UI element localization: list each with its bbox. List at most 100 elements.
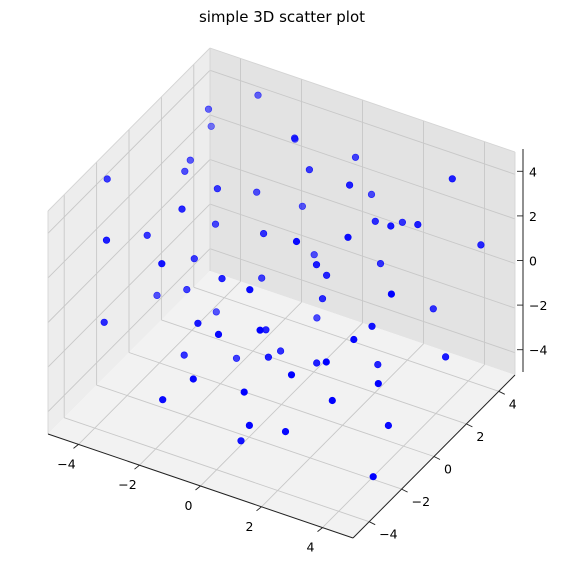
data-point (322, 358, 330, 366)
pane-edge (47, 47, 211, 212)
grid-z-back (209, 69, 516, 175)
data-point (158, 260, 166, 268)
data-point (310, 251, 318, 259)
data-point (350, 335, 358, 344)
data-point (281, 428, 290, 436)
grid-z-back (209, 248, 516, 354)
data-point (429, 305, 437, 313)
data-point (237, 437, 245, 445)
grid-z-left (47, 248, 211, 413)
data-point (277, 347, 285, 355)
grid-z-back (209, 159, 516, 264)
data-point (211, 220, 220, 228)
grid-z-left (47, 159, 211, 323)
grid-y-floor (96, 384, 402, 490)
data-point (344, 233, 352, 241)
data-point (374, 361, 382, 369)
grid-y-floor (193, 286, 499, 392)
data-point (181, 167, 189, 175)
data-point (264, 353, 273, 361)
data-point (313, 314, 321, 322)
x-tick-label: 4 (307, 540, 315, 555)
x-tick-label: −2 (118, 477, 136, 492)
data-point (178, 205, 186, 213)
data-point (214, 330, 223, 339)
data-point (367, 190, 376, 198)
data-point (305, 166, 314, 174)
data-point (260, 230, 268, 238)
data-point (323, 271, 331, 279)
x-tick-mark (317, 527, 323, 532)
z-tick-label: 0 (529, 254, 537, 269)
z-tick-label: 4 (529, 164, 537, 179)
data-point (246, 286, 254, 294)
data-point (371, 217, 379, 225)
y-tick-mark (433, 456, 441, 460)
grid-z-left (47, 203, 211, 368)
data-point (368, 322, 376, 330)
data-point (346, 181, 354, 189)
pane-edge (209, 47, 516, 153)
data-point (291, 134, 299, 142)
data-point (448, 175, 456, 183)
x-tick-mark (256, 506, 262, 512)
grid-z-back (209, 203, 516, 309)
tick-labels: −4 −2 0 2 4 −4 −2 0 2 4 −4 −2 0 2 4 (57, 164, 547, 554)
data-point (204, 105, 213, 113)
data-point (183, 286, 191, 294)
y-tick-label: 0 (444, 462, 452, 477)
data-point (232, 354, 241, 362)
grid-z-left (47, 114, 211, 279)
data-point (369, 473, 377, 481)
y-tick-mark (466, 423, 473, 428)
y-tick-label: −2 (412, 494, 430, 509)
data-point (189, 375, 197, 383)
data-point (194, 319, 202, 327)
data-point (102, 236, 111, 244)
x-tick-label: 2 (246, 519, 254, 534)
data-point (240, 388, 248, 396)
data-point (245, 421, 253, 430)
data-point (218, 275, 226, 283)
x-tick-label: −4 (57, 456, 75, 471)
data-point (351, 153, 360, 161)
data-point (298, 202, 307, 210)
grid-y-floor (128, 352, 435, 457)
data-point (442, 353, 450, 361)
grid-z-back (209, 114, 516, 220)
data-point (414, 221, 422, 229)
data-point (159, 396, 167, 404)
y-tick-mark (368, 521, 376, 526)
data-point (186, 156, 194, 164)
y-tick-mark (401, 488, 408, 493)
z-tick-label: 2 (529, 209, 537, 224)
data-point (253, 188, 261, 196)
data-point (477, 241, 485, 249)
data-points (100, 91, 485, 481)
grid-lines (47, 58, 516, 528)
data-point (376, 260, 385, 268)
data-point (374, 380, 382, 388)
y-tick-label: −4 (379, 527, 397, 542)
x-tick-mark (134, 464, 140, 470)
data-point (387, 222, 395, 230)
data-point (258, 274, 266, 282)
data-point (212, 308, 220, 316)
data-point (153, 291, 161, 300)
y-tick-mark (498, 390, 506, 395)
data-point (287, 371, 296, 379)
data-point (384, 421, 393, 430)
data-point (387, 290, 396, 298)
data-point (143, 231, 151, 239)
z-tick-label: −4 (529, 343, 547, 358)
grid-z-left (47, 69, 211, 234)
data-point (398, 218, 407, 226)
x-tick-mark (73, 444, 79, 449)
data-point (207, 122, 215, 130)
x-tick-mark (195, 485, 201, 491)
data-point (100, 318, 108, 326)
chart-title: simple 3D scatter plot (199, 8, 365, 26)
data-point (292, 237, 301, 246)
